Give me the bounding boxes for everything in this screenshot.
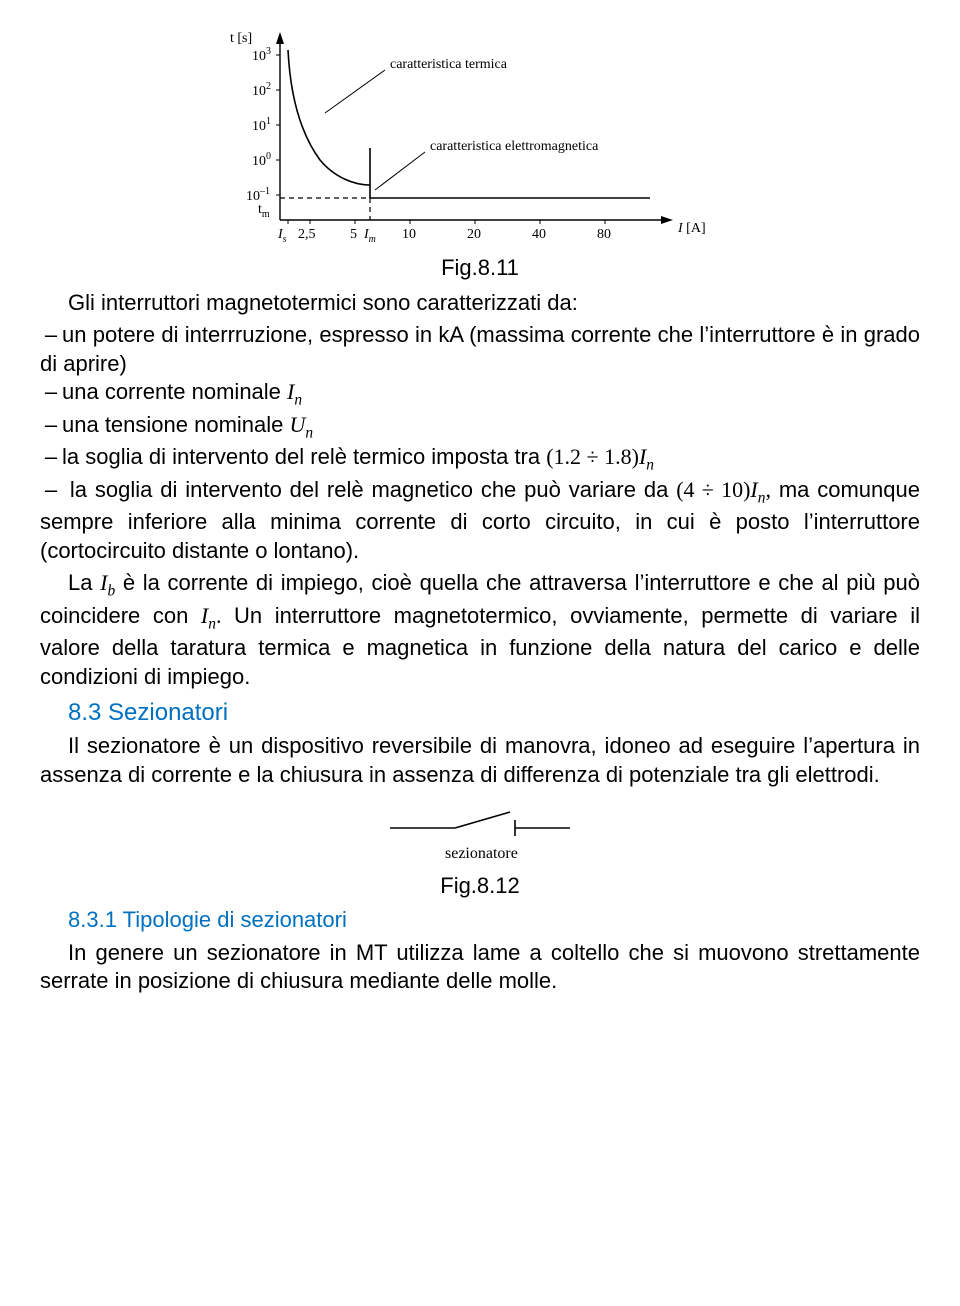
figure-8-11: t [s] 103 102 101 100 10–1 tm Is 2,5 5 I… bbox=[40, 20, 920, 250]
annotation-thermal: caratteristica termica bbox=[390, 57, 508, 72]
svg-text:20: 20 bbox=[467, 227, 481, 242]
x-axis-label: I [A] bbox=[677, 221, 706, 236]
annotation-magnetic: caratteristica elettromagnetica bbox=[430, 139, 599, 154]
y-tick-2: 101 bbox=[252, 116, 280, 134]
svg-text:102: 102 bbox=[252, 81, 271, 99]
svg-text:100: 100 bbox=[252, 151, 271, 169]
x-tick-4: 40 bbox=[532, 220, 546, 242]
svg-text:101: 101 bbox=[252, 116, 271, 134]
x-tick-5: 80 bbox=[597, 220, 611, 242]
figure-8-12: sezionatore bbox=[40, 798, 920, 868]
svg-text:Im: Im bbox=[363, 227, 376, 245]
x-tick-Im: Im bbox=[363, 227, 376, 245]
paragraph-ib: La Ib è la corrente di impiego, cioè que… bbox=[40, 569, 920, 691]
section-8-3-heading: 8.3 Sezionatori bbox=[68, 697, 920, 728]
x-tick-1: 5 bbox=[350, 220, 357, 242]
magnetic-curve bbox=[370, 148, 650, 198]
svg-text:40: 40 bbox=[532, 227, 546, 242]
list-item-3: –una tensione nominale Un bbox=[40, 411, 920, 443]
sezionatore-symbol: sezionatore bbox=[370, 798, 590, 868]
section-8-3-1-heading: 8.3.1 Tipologie di sezionatori bbox=[68, 906, 920, 935]
y-tick-0: 103 bbox=[252, 46, 280, 64]
list-item-5: – la soglia di intervento del relè magne… bbox=[40, 476, 920, 566]
x-tick-2: 10 bbox=[402, 220, 416, 242]
y-tick-3: 100 bbox=[252, 151, 280, 169]
intro-line: Gli interruttori magnetotermici sono car… bbox=[40, 289, 920, 318]
paragraph-sezionatore: Il sezionatore è un dispositivo reversib… bbox=[40, 732, 920, 789]
svg-text:103: 103 bbox=[252, 46, 271, 64]
x-tick-3: 20 bbox=[467, 220, 481, 242]
thermal-curve bbox=[288, 50, 370, 185]
y-axis-label: t [s] bbox=[230, 31, 252, 46]
svg-text:5: 5 bbox=[350, 227, 357, 242]
sezionatore-label: sezionatore bbox=[445, 845, 518, 862]
x-tick-Is: Is bbox=[277, 220, 288, 245]
svg-text:10: 10 bbox=[402, 227, 416, 242]
y-tick-4: 10–1 bbox=[246, 186, 280, 204]
fig-8-11-caption: Fig.8.11 bbox=[40, 254, 920, 283]
paragraph-tipologie: In genere un sezionatore in MT utilizza … bbox=[40, 939, 920, 996]
list-item-1: –un potere di interrruzione, espresso in… bbox=[40, 321, 920, 378]
trip-curve-chart: t [s] 103 102 101 100 10–1 tm Is 2,5 5 I… bbox=[220, 20, 740, 250]
svg-text:2,5: 2,5 bbox=[298, 227, 316, 242]
tm-label: tm bbox=[258, 202, 270, 220]
list-item-4: –la soglia di intervento del relè termic… bbox=[40, 443, 920, 475]
y-tick-1: 102 bbox=[252, 81, 280, 99]
fig-8-12-caption: Fig.8.12 bbox=[40, 872, 920, 901]
list-item-2: –una corrente nominale In bbox=[40, 378, 920, 410]
svg-text:Is: Is bbox=[277, 227, 287, 245]
svg-text:80: 80 bbox=[597, 227, 611, 242]
x-tick-0: 2,5 bbox=[298, 220, 316, 242]
